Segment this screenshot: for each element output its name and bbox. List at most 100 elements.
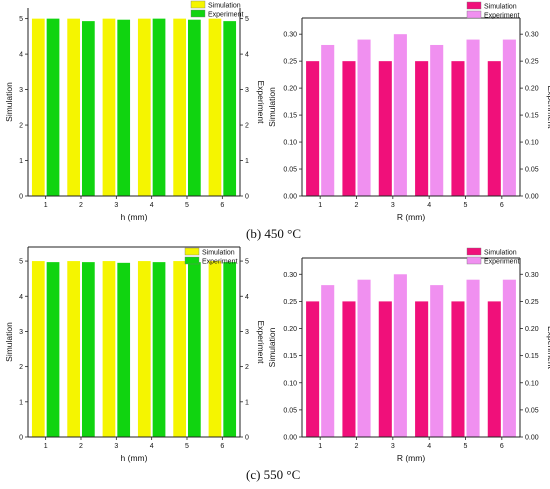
bar-simulation-1 bbox=[306, 61, 320, 196]
legend-swatch-experiment bbox=[466, 256, 482, 265]
y-tick-label-right: 0.20 bbox=[525, 86, 539, 93]
bar-simulation-1 bbox=[31, 261, 45, 437]
y-tick-label-left: 5 bbox=[19, 16, 23, 23]
y-tick-label-left: 0.00 bbox=[283, 435, 297, 442]
bar-experiment-5 bbox=[188, 19, 201, 197]
y-tick-label-right: 0.20 bbox=[525, 326, 539, 333]
y-tick-label-left: 0.15 bbox=[283, 353, 297, 360]
bar-experiment-4 bbox=[152, 18, 166, 196]
x-tick-label: 6 bbox=[220, 443, 224, 450]
bar-experiment-6 bbox=[223, 21, 237, 197]
bar-simulation-2 bbox=[67, 18, 80, 196]
x-tick-label: 5 bbox=[464, 443, 468, 450]
x-tick-label: 2 bbox=[355, 443, 359, 450]
x-tick-label: 3 bbox=[114, 443, 118, 450]
bar-experiment-5 bbox=[466, 279, 480, 437]
bar-experiment-2 bbox=[357, 39, 371, 196]
legend-swatch-simulation bbox=[184, 247, 200, 256]
bar-experiment-4 bbox=[152, 262, 166, 437]
y-tick-label-right: 5 bbox=[245, 16, 249, 23]
y-tick-label-right: 0.05 bbox=[525, 167, 539, 174]
y-axis-label-left: Simulation bbox=[4, 82, 14, 122]
y-tick-label-left: 4 bbox=[19, 52, 23, 59]
legend-label-experiment: Experiment bbox=[208, 11, 243, 18]
y-tick-label-right: 0 bbox=[245, 194, 249, 201]
y-axis-label-right: Experiment bbox=[546, 86, 550, 130]
bar-experiment-5 bbox=[466, 39, 480, 196]
y-tick-label-right: 0.00 bbox=[525, 435, 539, 442]
bar-simulation-3 bbox=[102, 261, 116, 437]
y-tick-label-left: 0.10 bbox=[283, 140, 297, 147]
bar-simulation-2 bbox=[342, 301, 356, 437]
y-tick-label-left: 0.25 bbox=[283, 59, 297, 66]
y-tick-label-left: 2 bbox=[19, 123, 23, 130]
x-tick-label: 6 bbox=[500, 443, 504, 450]
chart-b-h bbox=[25, 0, 243, 199]
bar-simulation-6 bbox=[487, 301, 501, 437]
y-tick-label-left: 0.00 bbox=[283, 194, 297, 201]
legend-swatch-simulation bbox=[190, 0, 206, 9]
y-tick-label-right: 4 bbox=[245, 294, 249, 301]
y-tick-label-right: 2 bbox=[245, 364, 249, 371]
y-tick-label-right: 0.10 bbox=[525, 380, 539, 387]
y-tick-label-right: 1 bbox=[245, 399, 249, 406]
bar-simulation-2 bbox=[67, 261, 80, 437]
y-tick-label-right: 3 bbox=[245, 329, 249, 336]
y-tick-label-left: 1 bbox=[19, 399, 23, 406]
x-tick-label: 2 bbox=[355, 202, 359, 209]
y-axis-label-right: Experiment bbox=[546, 326, 550, 370]
x-tick-label: 4 bbox=[427, 443, 431, 450]
x-axis-label: h (mm) bbox=[121, 212, 148, 222]
y-tick-label-right: 4 bbox=[245, 52, 249, 59]
legend-label-experiment: Experiment bbox=[202, 258, 237, 265]
y-tick-label-right: 2 bbox=[245, 123, 249, 130]
bar-simulation-4 bbox=[415, 61, 429, 196]
bar-experiment-3 bbox=[393, 274, 407, 437]
bar-experiment-1 bbox=[46, 18, 60, 196]
bar-experiment-5 bbox=[188, 262, 201, 437]
bar-experiment-6 bbox=[223, 262, 237, 437]
y-tick-label-left: 0 bbox=[19, 435, 23, 442]
x-tick-label: 4 bbox=[150, 202, 154, 209]
legend-label-experiment: Experiment bbox=[484, 258, 519, 265]
legend-label-simulation: Simulation bbox=[484, 249, 517, 256]
bar-simulation-3 bbox=[102, 18, 116, 196]
x-tick-label: 4 bbox=[150, 443, 154, 450]
y-tick-label-left: 3 bbox=[19, 329, 23, 336]
x-tick-label: 3 bbox=[391, 202, 395, 209]
x-tick-label: 2 bbox=[79, 202, 83, 209]
bar-experiment-2 bbox=[357, 279, 371, 437]
y-tick-label-left: 0.30 bbox=[283, 272, 297, 279]
bar-simulation-4 bbox=[137, 18, 151, 196]
y-tick-label-left: 0.10 bbox=[283, 380, 297, 387]
y-tick-label-left: 0.20 bbox=[283, 86, 297, 93]
x-tick-label: 1 bbox=[44, 202, 48, 209]
y-tick-label-right: 0.05 bbox=[525, 407, 539, 414]
legend-swatch-simulation bbox=[466, 1, 482, 10]
y-tick-label-right: 5 bbox=[245, 259, 249, 266]
x-axis-label: h (mm) bbox=[121, 453, 148, 463]
x-tick-label: 5 bbox=[464, 202, 468, 209]
y-axis-label-right: Experiment bbox=[256, 81, 266, 125]
y-tick-label-left: 5 bbox=[19, 259, 23, 266]
chart-b-r bbox=[299, 1, 523, 199]
bar-simulation-1 bbox=[306, 301, 320, 437]
x-tick-label: 1 bbox=[318, 202, 322, 209]
x-axis-label: R (mm) bbox=[397, 453, 425, 463]
chart-c-r bbox=[299, 247, 523, 440]
bar-experiment-1 bbox=[321, 44, 335, 196]
bar-simulation-5 bbox=[173, 261, 186, 437]
x-tick-label: 1 bbox=[44, 443, 48, 450]
y-tick-label-right: 0.25 bbox=[525, 59, 539, 66]
caption-c: (c) 550 °C bbox=[246, 467, 301, 482]
y-axis-label-left: Simulation bbox=[267, 327, 277, 367]
y-tick-label-left: 0.20 bbox=[283, 326, 297, 333]
y-tick-label-left: 0.05 bbox=[283, 407, 297, 414]
legend-label-simulation: Simulation bbox=[202, 249, 235, 256]
y-tick-label-right: 0.10 bbox=[525, 140, 539, 147]
x-tick-label: 5 bbox=[185, 202, 189, 209]
x-axis-label: R (mm) bbox=[397, 212, 425, 222]
bar-simulation-5 bbox=[451, 301, 465, 437]
bar-simulation-3 bbox=[378, 301, 392, 437]
